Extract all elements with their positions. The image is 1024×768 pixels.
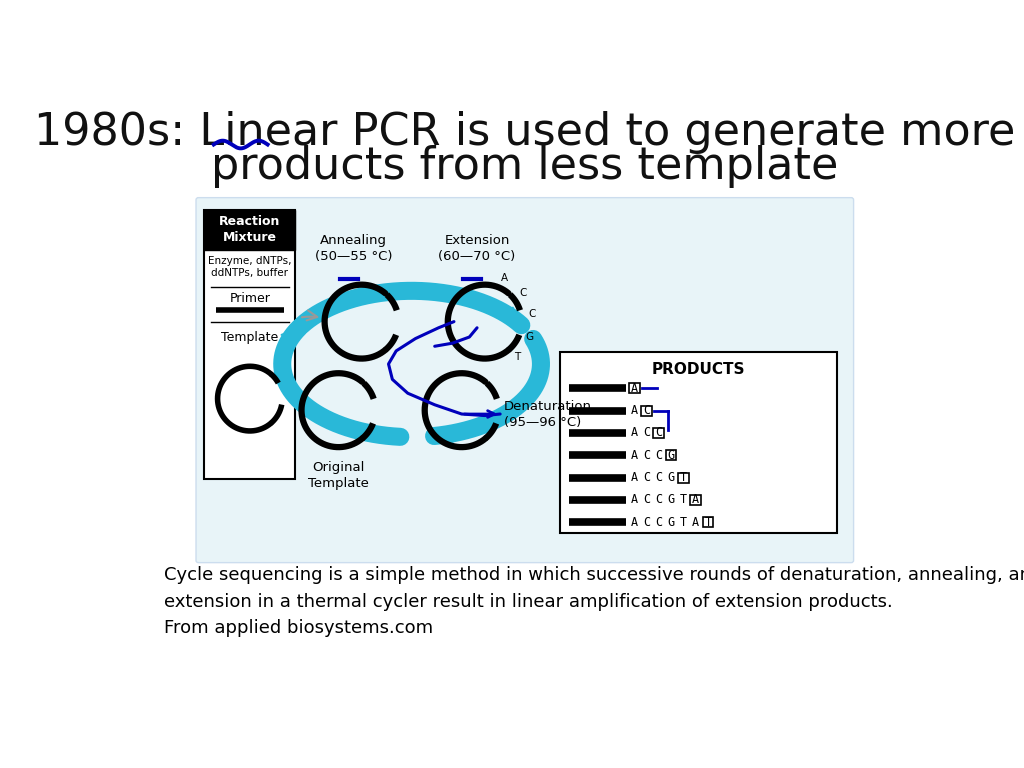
Text: Template: Template — [221, 330, 279, 343]
Text: T: T — [680, 471, 687, 484]
Text: C: C — [655, 471, 663, 484]
Text: A: A — [631, 493, 638, 506]
Text: C: C — [528, 310, 536, 319]
Text: A: A — [631, 426, 638, 439]
Text: G: G — [668, 471, 675, 484]
Text: A: A — [631, 515, 638, 528]
Text: A: A — [631, 449, 638, 462]
Text: G: G — [668, 493, 675, 506]
FancyBboxPatch shape — [205, 210, 295, 250]
FancyBboxPatch shape — [666, 450, 677, 460]
Text: G: G — [526, 333, 534, 343]
Text: C: C — [655, 493, 663, 506]
Text: Original
Template: Original Template — [308, 461, 369, 490]
FancyBboxPatch shape — [629, 383, 640, 393]
Text: PRODUCTS: PRODUCTS — [652, 362, 745, 377]
Text: G: G — [668, 515, 675, 528]
Text: products from less template: products from less template — [211, 144, 839, 187]
Text: C: C — [655, 515, 663, 528]
Text: T: T — [680, 493, 687, 506]
Text: A: A — [631, 471, 638, 484]
FancyBboxPatch shape — [653, 428, 665, 438]
Text: C: C — [643, 426, 650, 439]
Text: A: A — [502, 273, 509, 283]
FancyBboxPatch shape — [196, 197, 854, 563]
FancyBboxPatch shape — [690, 495, 701, 505]
Text: C: C — [643, 449, 650, 462]
Text: C: C — [643, 404, 650, 417]
Text: 1980s: Linear PCR is used to generate more: 1980s: Linear PCR is used to generate mo… — [34, 111, 1016, 154]
Text: C: C — [655, 426, 663, 439]
Text: Reaction
Mixture: Reaction Mixture — [219, 216, 281, 244]
Text: Denaturation
(95—96 °C): Denaturation (95—96 °C) — [504, 399, 592, 429]
FancyBboxPatch shape — [641, 406, 652, 415]
FancyBboxPatch shape — [678, 472, 689, 482]
Text: Primer: Primer — [229, 292, 270, 305]
FancyBboxPatch shape — [560, 353, 838, 533]
Text: C: C — [643, 493, 650, 506]
Text: Annealing
(50—55 °C): Annealing (50—55 °C) — [315, 234, 392, 263]
Text: A: A — [631, 404, 638, 417]
FancyBboxPatch shape — [702, 517, 714, 527]
Text: T: T — [680, 515, 687, 528]
Text: Enzyme, dNTPs,
ddNTPs, buffer: Enzyme, dNTPs, ddNTPs, buffer — [208, 256, 292, 278]
Text: A: A — [692, 493, 699, 506]
Text: A: A — [692, 515, 699, 528]
Text: C: C — [519, 288, 526, 298]
Text: C: C — [643, 515, 650, 528]
Text: C: C — [643, 471, 650, 484]
Text: Extension
(60—70 °C): Extension (60—70 °C) — [438, 234, 516, 263]
Text: G: G — [668, 449, 675, 462]
Text: T: T — [705, 515, 712, 528]
Text: Cycle sequencing is a simple method in which successive rounds of denaturation, : Cycle sequencing is a simple method in w… — [165, 567, 1024, 637]
Text: T: T — [514, 352, 520, 362]
FancyBboxPatch shape — [205, 210, 295, 479]
Text: C: C — [655, 449, 663, 462]
Text: A: A — [631, 382, 638, 395]
